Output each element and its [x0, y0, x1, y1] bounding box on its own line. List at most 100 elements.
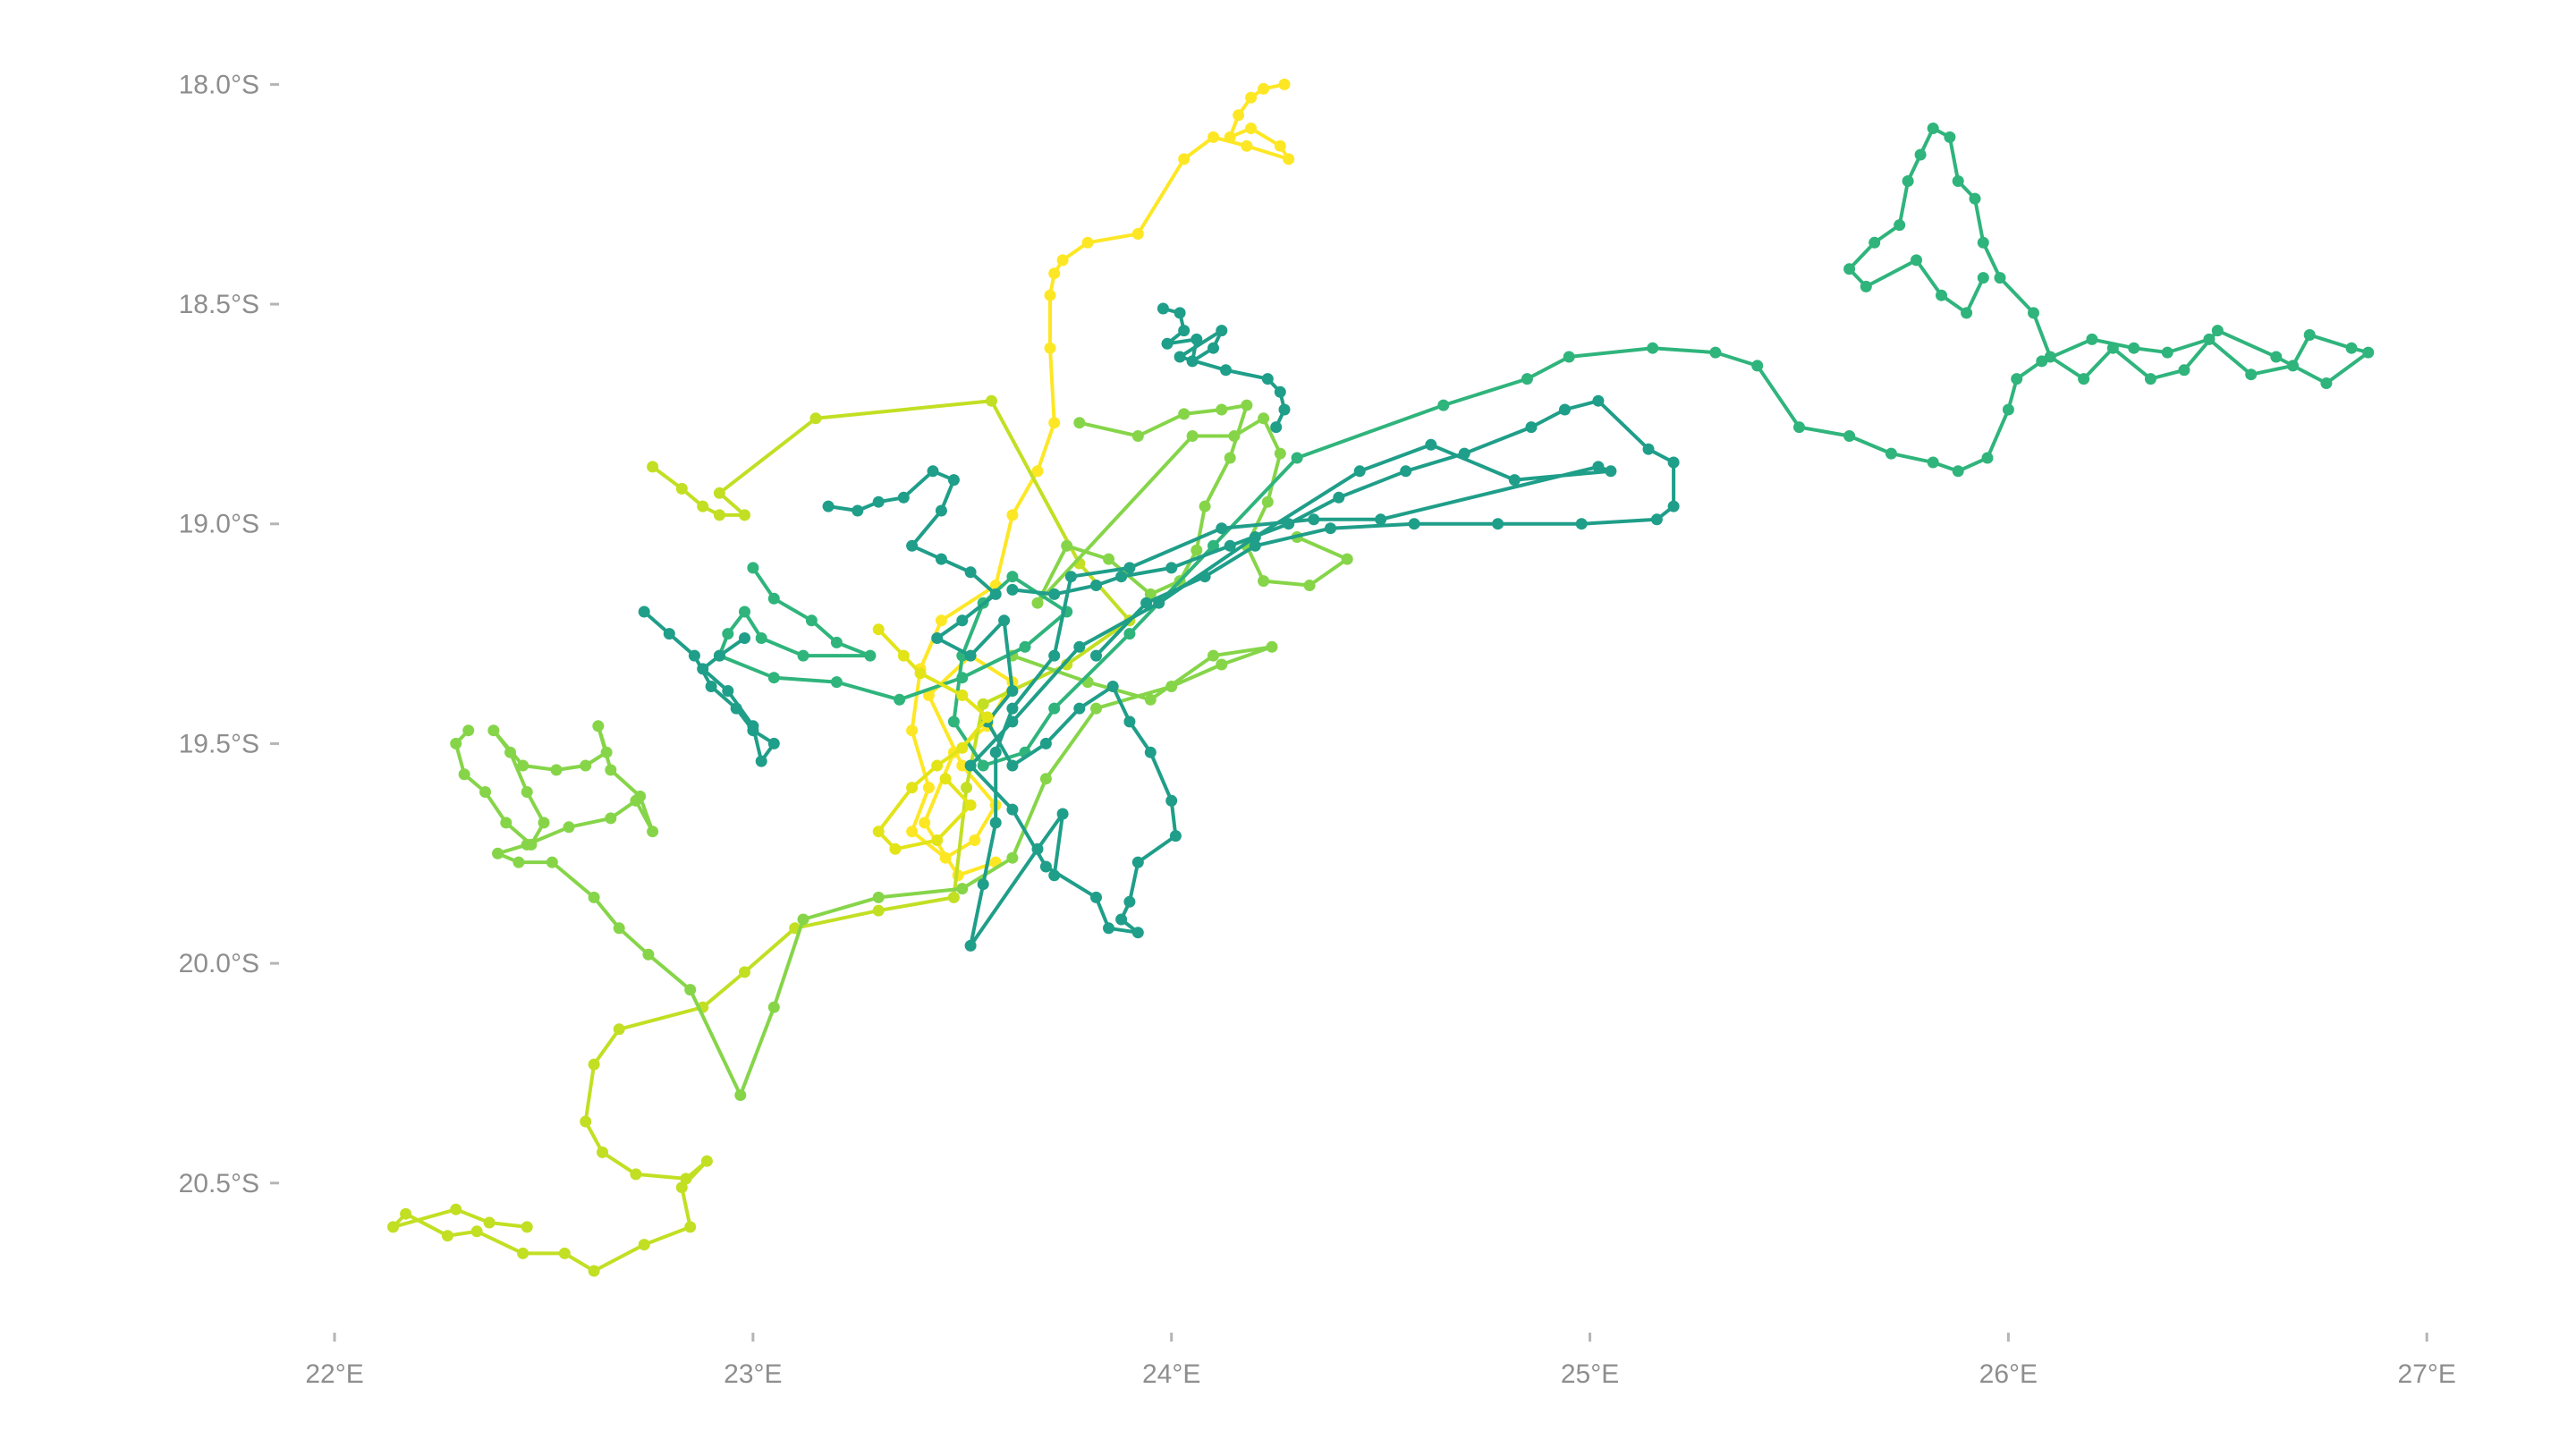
track-point: [697, 663, 709, 675]
track-point: [588, 891, 600, 903]
track-point: [1751, 360, 1764, 372]
track-point: [956, 883, 969, 895]
track-point: [1952, 175, 1964, 187]
track-point: [2320, 377, 2333, 389]
track-point: [470, 1225, 483, 1238]
track-point: [1123, 562, 1136, 574]
track-point: [1174, 351, 1186, 363]
track-point: [613, 922, 625, 935]
track-point: [1208, 342, 1219, 354]
track-point: [684, 984, 697, 996]
track-point: [939, 851, 952, 864]
track-point: [894, 693, 906, 706]
track-point: [441, 1230, 453, 1242]
track-point: [1031, 465, 1044, 478]
track-point: [935, 614, 947, 627]
track-point: [2144, 373, 2157, 385]
track-point: [1303, 580, 1316, 591]
track-point: [663, 628, 675, 640]
track-point: [1048, 267, 1061, 280]
track-point: [797, 913, 809, 926]
track-point: [767, 737, 780, 749]
track-point: [739, 509, 750, 521]
track-point: [2128, 342, 2140, 354]
track-point: [588, 1265, 600, 1277]
track-point: [462, 724, 475, 737]
track-point: [872, 891, 885, 903]
track-point: [767, 592, 780, 605]
track-series: [638, 605, 780, 767]
track-point: [1994, 272, 2006, 284]
track-point: [1048, 702, 1061, 715]
track-point: [450, 1203, 462, 1215]
track-point: [492, 847, 504, 859]
track-point: [830, 636, 843, 648]
track-point: [1115, 571, 1128, 583]
track-point: [906, 539, 919, 552]
track-point: [2086, 333, 2098, 345]
track-point: [1278, 78, 1291, 90]
track-point: [964, 566, 977, 579]
track-point: [805, 614, 818, 627]
x-tick-label: 22°E: [305, 1359, 363, 1389]
track-point: [797, 649, 809, 662]
track-point: [1006, 583, 1019, 596]
track-point: [630, 794, 642, 807]
track-point: [872, 495, 885, 508]
track-point: [458, 768, 470, 781]
track-point: [1103, 922, 1114, 935]
track-point: [734, 1089, 747, 1101]
track-point: [1216, 658, 1228, 671]
track-point: [1131, 927, 1144, 939]
track-point: [977, 759, 989, 772]
track-point: [1458, 447, 1470, 460]
track-point: [739, 605, 750, 618]
track-point: [1521, 373, 1533, 385]
track-point: [956, 741, 969, 754]
track-point: [1233, 109, 1245, 122]
track-point: [1709, 346, 1722, 359]
track-point: [1178, 153, 1191, 165]
track-line: [910, 82, 1291, 877]
track-point: [998, 614, 1011, 627]
track-point: [927, 465, 939, 478]
track-point: [722, 628, 734, 640]
track-series: [450, 640, 1278, 1101]
track-point: [1169, 830, 1182, 843]
y-tick-label: 19.5°S: [179, 729, 259, 758]
track-point: [2270, 351, 2283, 363]
track-point: [1031, 843, 1044, 855]
track-point: [1936, 289, 1947, 301]
track-point: [1216, 522, 1228, 535]
track-point: [1048, 588, 1061, 600]
track-point: [1031, 597, 1044, 609]
track-point: [675, 482, 688, 495]
track-point: [1090, 891, 1102, 903]
track-point: [2211, 325, 2224, 337]
track-point: [1278, 403, 1291, 416]
track-point: [935, 504, 947, 517]
track-point: [500, 817, 513, 829]
track-point: [1592, 461, 1605, 473]
track-point: [931, 759, 944, 772]
track-point: [1270, 421, 1283, 434]
y-tick-label: 18.0°S: [179, 70, 259, 99]
track-point: [1914, 148, 1927, 161]
track-point: [822, 500, 835, 512]
track-point: [1843, 430, 1856, 442]
track-point: [1186, 430, 1199, 442]
track-point: [1245, 91, 1258, 104]
track-point: [1090, 702, 1102, 715]
track-series: [872, 623, 994, 855]
track-point: [969, 834, 981, 846]
track-point: [1245, 123, 1258, 134]
track-point: [1961, 307, 1973, 319]
track-point: [1006, 685, 1019, 697]
track-point: [1266, 640, 1278, 653]
track-point: [767, 1001, 780, 1013]
track-point: [722, 685, 734, 697]
track-point: [597, 1146, 608, 1158]
track-point: [1191, 333, 1203, 345]
track-point: [1969, 192, 1981, 205]
track-point: [1208, 131, 1219, 143]
